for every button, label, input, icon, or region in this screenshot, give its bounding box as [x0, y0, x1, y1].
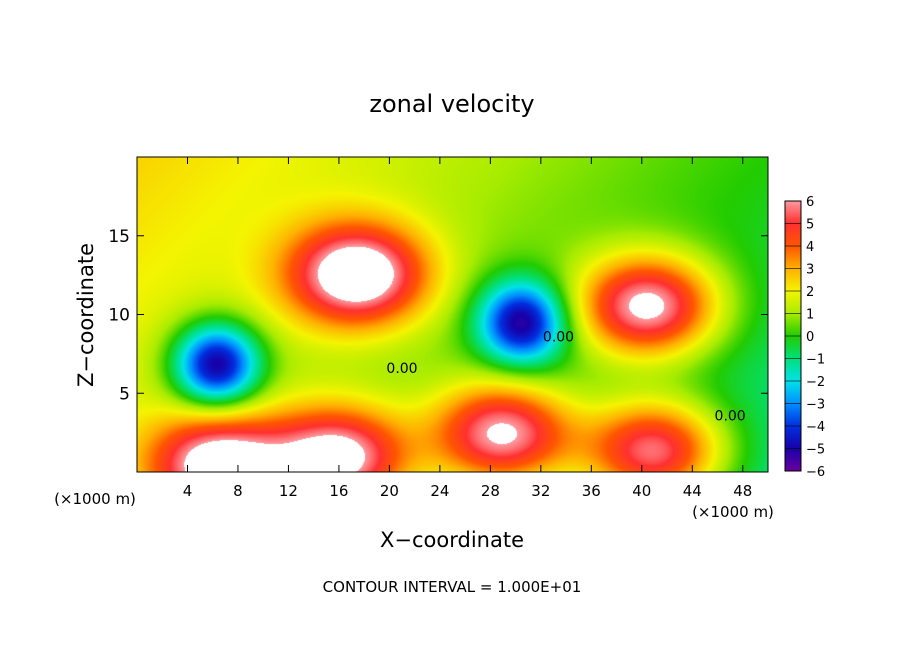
- contour-label: 0.00: [543, 330, 574, 346]
- x-tick-label: 20: [380, 482, 399, 500]
- colorbar-tick-label: −1: [806, 353, 825, 368]
- y-axis-label: Z−coordinate: [74, 243, 98, 387]
- x-units-left: (×1000 m): [54, 490, 136, 508]
- y-tick-label: 10: [108, 306, 130, 326]
- contour-label: 0.00: [715, 408, 746, 424]
- colorbar-tick-label: 1: [806, 308, 814, 323]
- colorbar-tick-label: −5: [806, 443, 825, 458]
- colorbar-tick-label: 0: [806, 330, 814, 345]
- chart-title: zonal velocity: [369, 90, 534, 118]
- x-tick-label: 28: [481, 482, 500, 500]
- colorbar-tick-label: 5: [806, 218, 814, 233]
- x-tick-label: 4: [183, 482, 193, 500]
- x-tick-label: 40: [632, 482, 651, 500]
- y-tick-label: 5: [119, 384, 130, 404]
- colorbar-ticks: 6 5 4 3 2 1 0 −1 −2 −3 −4 −5 −6: [785, 195, 825, 480]
- colorbar-tick-label: −4: [806, 420, 825, 435]
- colorbar-tick-label: 2: [806, 285, 814, 300]
- contour-labels: 0.00 0.00 0.00: [386, 330, 745, 425]
- x-tick-label: 8: [233, 482, 243, 500]
- x-tick-label: 36: [582, 482, 601, 500]
- x-tick-label: 12: [279, 482, 298, 500]
- x-units-right: (×1000 m): [692, 503, 774, 521]
- contour-interval-note: CONTOUR INTERVAL = 1.000E+01: [323, 578, 582, 596]
- x-axis-label: X−coordinate: [380, 528, 524, 552]
- colorbar-tick-label: 6: [806, 195, 814, 210]
- colorbar-tick-label: −3: [806, 398, 825, 413]
- x-axis-ticks: 4 8 12 16 20 24 28 32 36 40 44 48: [183, 157, 752, 500]
- x-tick-label: 48: [733, 482, 752, 500]
- x-tick-label: 24: [430, 482, 449, 500]
- x-tick-label: 16: [329, 482, 348, 500]
- colorbar-tick-label: −2: [806, 375, 825, 390]
- colorbar-tick-label: 3: [806, 263, 814, 278]
- colorbar-tick-label: 4: [806, 240, 814, 255]
- contour-label: 0.00: [386, 361, 417, 377]
- colorbar-tick-label: −6: [806, 465, 825, 480]
- x-tick-label: 32: [531, 482, 550, 500]
- x-tick-label: 44: [683, 482, 702, 500]
- y-tick-label: 15: [108, 227, 130, 247]
- heatmap-area: [137, 157, 768, 472]
- y-axis-ticks: 5 10 15: [108, 227, 768, 404]
